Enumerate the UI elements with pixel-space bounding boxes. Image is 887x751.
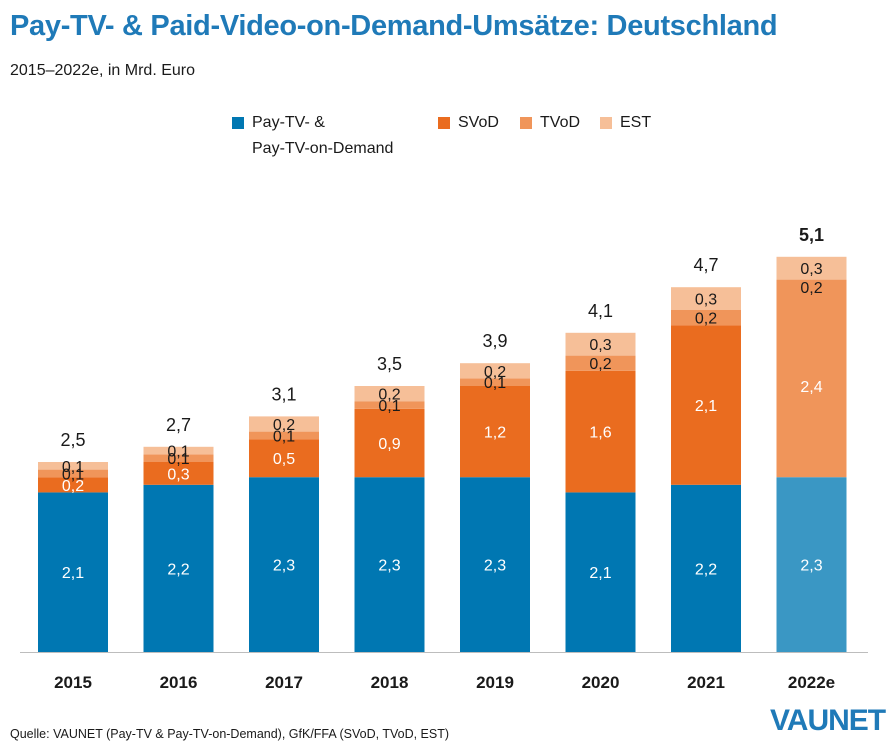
bar-est-2018: [354, 386, 425, 402]
bar-paytvpaytvondemand-2019: [460, 477, 530, 652]
total-label-2022e: 5,1: [799, 225, 824, 245]
segment-label-tvod-2021: 0,2: [695, 311, 717, 328]
bar-paytvpaytvondemand-2016: [143, 484, 214, 652]
bar-est-2017: [249, 416, 319, 432]
segment-label-svod-2016: 0,3: [167, 466, 189, 483]
segment-label-est-2019: 0,2: [484, 364, 506, 381]
total-label-2021: 4,7: [693, 255, 718, 275]
x-tick-label-2022e: 2022e: [788, 673, 835, 692]
bar-svod-2021: [671, 325, 741, 485]
total-label-2020: 4,1: [588, 301, 613, 321]
legend-swatch-est: [600, 117, 612, 129]
segment-label-tvod-main-2022e: 2,4: [800, 379, 822, 396]
chart-subtitle: 2015–2022e, in Mrd. Euro: [10, 62, 196, 79]
bar-paytvpaytvondemand-2021: [671, 484, 741, 652]
segment-label-est-2018: 0,2: [378, 387, 400, 404]
bar-svod-2019: [460, 386, 530, 478]
segment-label-paytvpaytvondemand-2016: 2,2: [167, 561, 189, 578]
segment-label-paytvpaytvondemand-2021: 2,2: [695, 561, 717, 578]
legend-swatch-svod: [438, 117, 450, 129]
chart-title: Pay-TV- & Paid-Video-on-Demand-Umsätze: …: [10, 10, 778, 42]
segment-label-est-2017: 0,2: [273, 417, 295, 434]
bar-tvod-2019: [460, 378, 530, 386]
total-label-2018: 3,5: [377, 354, 402, 374]
total-label-2017: 3,1: [271, 384, 296, 404]
bar-est-2016: [143, 446, 214, 455]
bar-paytvpaytvondemand-2020: [565, 492, 636, 652]
segment-label-tvod-2019: 0,1: [484, 375, 506, 392]
segment-label-tvod-2016: 0,1: [167, 451, 189, 468]
segment-label-est-2015: 0,1: [62, 459, 84, 476]
x-tick-label-2015: 2015: [54, 673, 92, 692]
bar-paytvpaytvondemand-2017: [249, 477, 319, 652]
legend-label-tvod: TVoD: [540, 114, 581, 131]
segment-label-est-2016: 0,1: [167, 444, 189, 461]
segment-label-est-2021: 0,3: [695, 292, 717, 309]
segment-label-tvod-2015: 0,1: [62, 466, 84, 483]
bar-tvod-2021: [671, 310, 741, 326]
vaunet-logo: VAUNET: [770, 704, 886, 738]
bar-paytvpaytvondemand-2022e: [776, 477, 847, 652]
segment-label-svod-2018: 0,9: [378, 436, 400, 453]
segment-label-est-2020: 0,3: [589, 337, 611, 354]
legend-swatch-tvod: [520, 117, 532, 129]
x-tick-label-2016: 2016: [160, 673, 198, 692]
x-tick-label-2017: 2017: [265, 673, 303, 692]
bar-svod-2018: [354, 408, 425, 478]
bar-svod-2016: [143, 462, 214, 485]
bar-svod-2017: [249, 439, 319, 478]
bar-tvod-2016: [143, 454, 214, 462]
x-tick-label-2021: 2021: [687, 673, 725, 692]
bar-svod-2015: [38, 477, 108, 493]
legend-label-pay-tv-line1: Pay-TV- &: [252, 114, 325, 131]
segment-label-paytvpaytvondemand-2022e: 2,3: [800, 558, 822, 575]
segment-label-paytvpaytvondemand-2017: 2,3: [273, 558, 295, 575]
legend-label-pay-tv: Pay-TV- & Pay-TV-on-Demand: [252, 110, 393, 162]
segment-label-tvod-upper-2022e: 0,2: [800, 280, 822, 297]
bar-est-2019: [460, 363, 530, 379]
bar-est-2020: [565, 332, 636, 356]
total-label-2016: 2,7: [166, 415, 191, 435]
x-tick-label-2018: 2018: [371, 673, 409, 692]
segment-label-svod-2015: 0,2: [62, 478, 84, 495]
legend-item-svod: SVoD: [438, 113, 499, 136]
legend-swatch-pay-tv: [232, 117, 244, 129]
bar-tvod-2022e: [776, 279, 847, 478]
segment-label-tvod-2020: 0,2: [589, 356, 611, 373]
bar-tvod-2017: [249, 431, 319, 440]
legend-item-tvod: TVoD: [520, 113, 580, 136]
segment-label-paytvpaytvondemand-2019: 2,3: [484, 558, 506, 575]
bar-svod-2020: [565, 370, 636, 493]
segment-label-tvod-2018: 0,1: [378, 398, 400, 415]
segment-label-svod-2021: 2,1: [695, 398, 717, 415]
legend-item-est: EST: [600, 113, 651, 136]
legend-label-pay-tv-line2: Pay-TV-on-Demand: [252, 140, 394, 157]
legend-label-svod: SVoD: [458, 114, 499, 131]
bar-tvod-2015: [38, 469, 108, 478]
segment-label-paytvpaytvondemand-2020: 2,1: [589, 565, 611, 582]
bar-est-2022e: [776, 256, 847, 280]
x-tick-label-2019: 2019: [476, 673, 514, 692]
segment-label-svod-2017: 0,5: [273, 451, 295, 468]
bar-paytvpaytvondemand-2015: [38, 492, 108, 652]
segment-label-svod-2020: 1,6: [589, 425, 611, 442]
segment-label-est-2022e: 0,3: [800, 261, 822, 278]
x-tick-label-2020: 2020: [582, 673, 620, 692]
bar-paytvpaytvondemand-2018: [354, 477, 425, 652]
total-label-2015: 2,5: [60, 430, 85, 450]
legend-label-est: EST: [620, 114, 652, 131]
bar-tvod-2020: [565, 355, 636, 371]
source-note: Quelle: VAUNET (Pay-TV & Pay-TV-on-Deman…: [10, 727, 450, 741]
bar-est-2015: [38, 462, 108, 470]
total-label-2019: 3,9: [482, 331, 507, 351]
segment-label-paytvpaytvondemand-2018: 2,3: [378, 558, 400, 575]
segment-label-tvod-2017: 0,1: [273, 428, 295, 445]
legend-item-pay-tv: Pay-TV- & Pay-TV-on-Demand: [232, 113, 393, 162]
segment-label-svod-2019: 1,2: [484, 425, 506, 442]
segment-label-paytvpaytvondemand-2015: 2,1: [62, 565, 84, 582]
logo-text: VAUNET: [770, 704, 886, 737]
bar-est-2021: [671, 287, 741, 310]
bar-tvod-2018: [354, 401, 425, 409]
